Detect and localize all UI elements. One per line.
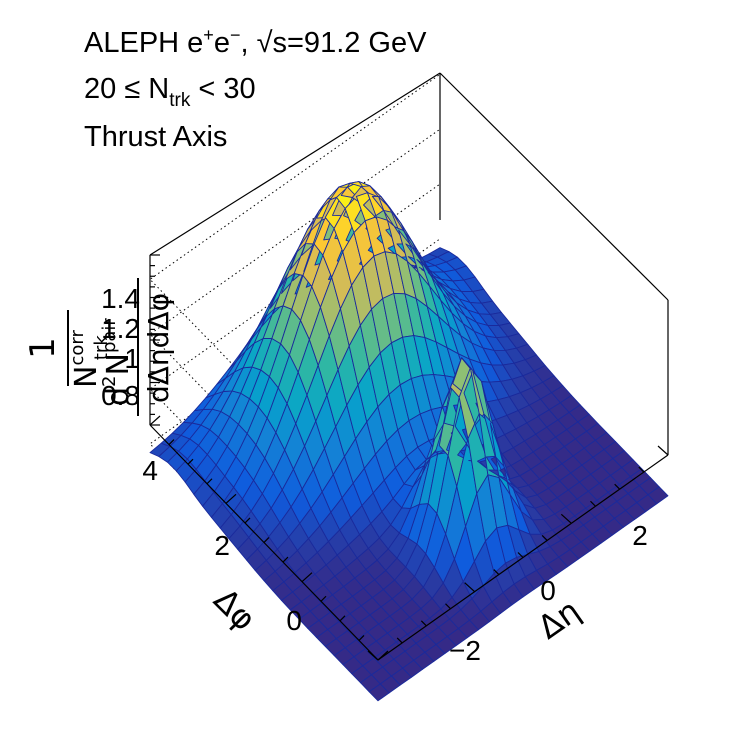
tick-labels: 1.4 1.2 1 0.8 4 2 0 −2 0 2 [101,283,648,666]
z-label-one: 1 [23,337,63,359]
phi-tick-mark [263,537,270,543]
eta-tick-mark [614,483,621,490]
z-label-ncorr: Ncorr trk [67,330,112,388]
eta-tick-mark [541,534,548,541]
phi-axis-title: Δφ [206,581,263,638]
eta-tick-mark [517,552,524,558]
eta-tick-label: −2 [449,635,481,666]
eta-tick-label: 0 [540,575,556,606]
title-line-3: Thrust Axis [84,121,227,153]
eta-tick-mark [396,637,403,644]
eta-tick-mark [464,582,476,593]
axes [149,254,669,661]
title-line-2: 20 ≤ Ntrk < 30 [84,73,256,111]
z-label-numerator: d2Npair [99,318,136,406]
z-tick-label: 1 [124,343,140,374]
z-tick-label: 1.4 [101,283,140,314]
eta-tick-mark [657,445,669,456]
eta-tick-mark [445,603,451,610]
eta-tick-mark [560,513,572,524]
eta-tick-mark [493,569,500,576]
phi-tick-mark [244,517,251,524]
z-axis-label: 1 Ncorr trk d2Npair dΔηdΔφ [23,278,175,416]
eta-tick-label: 2 [632,520,648,551]
frame-box [149,72,669,455]
phi-tick-mark [225,493,237,504]
phi-tick-mark [168,439,175,446]
phi-tick-mark [377,650,389,661]
phi-tick-mark [187,458,194,465]
phi-tick-mark [206,478,213,485]
phi-tick-mark [320,595,327,602]
phi-tick-mark [282,556,289,563]
eta-tick-mark [367,650,379,661]
eta-tick-mark [590,500,596,507]
eta-tick-mark [420,620,427,627]
z-tick-label: 1.2 [101,313,140,344]
phi-tick-label: 2 [214,530,230,561]
phi-tick-label: 0 [286,605,302,636]
surface-mesh [149,181,669,702]
title-line-1: ALEPH e+e−, √s=91.2 GeV [84,25,427,59]
z-label-denominator: dΔηdΔφ [142,293,175,403]
eta-tick-mark [638,466,645,473]
phi-tick-mark [358,634,365,641]
phi-tick-label: 4 [142,455,158,486]
phi-tick-mark [149,415,161,426]
surface-cell [647,486,669,505]
phi-tick-mark [339,615,346,622]
phi-tick-mark [301,572,313,583]
z-tick-label: 0.8 [101,380,140,411]
